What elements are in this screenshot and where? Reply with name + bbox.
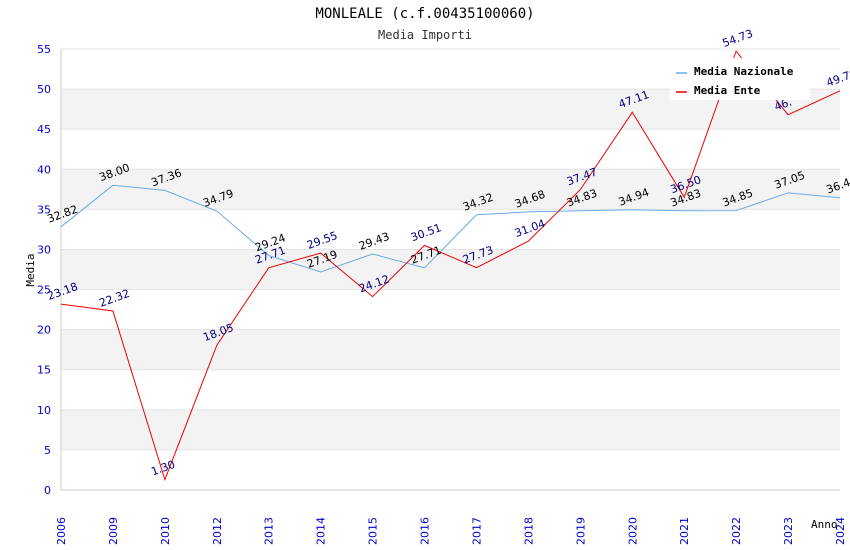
series-line-ente xyxy=(60,50,841,482)
legend: Media Nazionale Media Ente xyxy=(670,58,810,100)
x-tick-label: 2016 xyxy=(419,517,432,545)
x-tick-label: 2013 xyxy=(263,517,276,545)
x-tick-label: 2017 xyxy=(470,517,483,545)
x-tick-label: 2006 xyxy=(55,517,68,545)
series-lines xyxy=(60,50,841,482)
x-axis-ticks: 2006 2009 2010 2012 2013 2014 2015 2016 2017 2018… xyxy=(55,517,847,545)
plot-frame xyxy=(60,49,840,491)
x-tick-label: 2010 xyxy=(159,517,172,545)
series-line-national xyxy=(60,184,841,273)
grid-band xyxy=(61,409,840,450)
legend-label-ente: Media Ente xyxy=(694,84,761,97)
grid-band xyxy=(61,209,840,250)
grid-band xyxy=(61,289,840,330)
x-tick-label: 2012 xyxy=(211,517,224,545)
y-tick-label: 45 xyxy=(37,123,51,136)
y-tick-label: 15 xyxy=(37,364,51,377)
y-tick-label: 35 xyxy=(37,203,51,216)
x-tick-label: 2024 xyxy=(834,517,847,545)
chart-title: MONLEALE (c.f.00435100060) xyxy=(315,6,534,22)
y-tick-label: 50 xyxy=(37,83,51,96)
grid-band xyxy=(61,369,840,410)
y-tick-label: 25 xyxy=(37,284,51,297)
legend-label-national: Media Nazionale xyxy=(694,65,794,78)
y-tick-label: 30 xyxy=(37,243,51,256)
x-tick-label: 2020 xyxy=(626,517,639,545)
x-tick-label: 2021 xyxy=(678,517,691,545)
legend-background xyxy=(670,58,810,100)
x-tick-label: 2014 xyxy=(315,517,328,545)
x-tick-label: 2018 xyxy=(522,517,535,545)
y-axis-label: Media xyxy=(24,253,37,286)
grid-band xyxy=(61,169,840,210)
y-tick-label: 0 xyxy=(44,484,51,497)
grid-band xyxy=(61,329,840,370)
y-axis-ticks: 0 5 10 15 20 25 30 35 40 45 50 55 xyxy=(37,43,51,497)
x-tick-label: 2022 xyxy=(730,517,743,545)
y-tick-label: 5 xyxy=(44,444,51,457)
chart-subtitle: Media Importi xyxy=(378,28,472,42)
x-axis-label: Anno xyxy=(811,518,838,531)
data-label-ente: 54.73 xyxy=(721,27,755,50)
grid-bands xyxy=(61,48,840,491)
y-tick-label: 55 xyxy=(37,43,51,56)
x-tick-label: 2009 xyxy=(107,517,120,545)
x-tick-label: 2019 xyxy=(574,517,587,545)
x-tick-label: 2015 xyxy=(367,517,380,545)
x-tick-label: 2023 xyxy=(782,517,795,545)
y-tick-label: 40 xyxy=(37,163,51,176)
grid-band xyxy=(61,449,840,490)
y-tick-label: 10 xyxy=(37,404,51,417)
grid-band xyxy=(61,129,840,170)
y-tick-label: 20 xyxy=(37,324,51,337)
grid-band xyxy=(61,249,840,290)
